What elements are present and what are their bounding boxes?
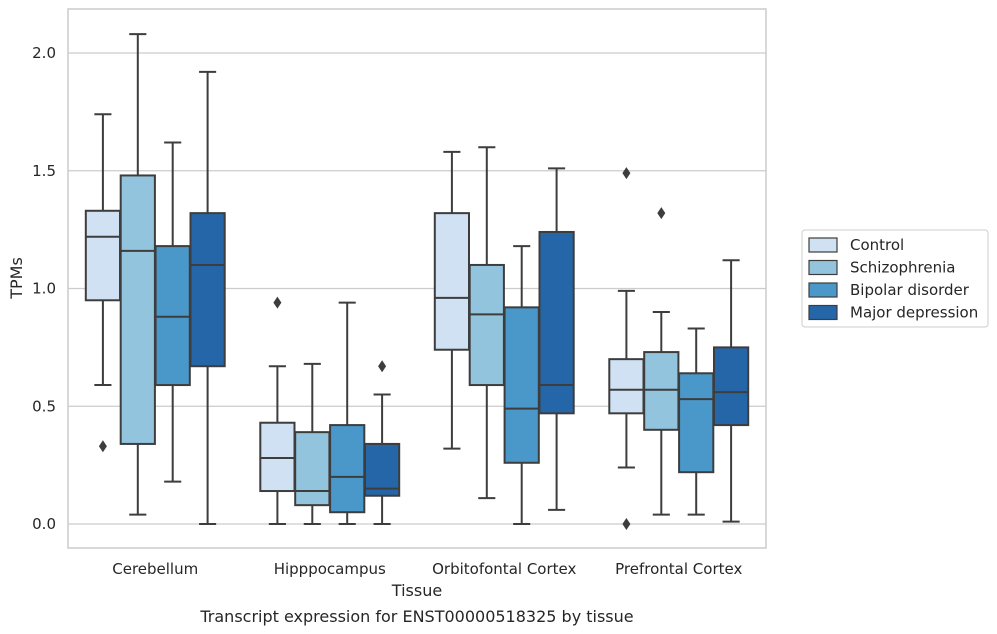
- outlier-point: [622, 167, 631, 180]
- legend-item: Major depression: [808, 304, 978, 322]
- box: [363, 360, 401, 525]
- series-major-depression: [189, 70, 750, 525]
- x-tick-label: Cerebellum: [112, 560, 198, 578]
- x-axis-label: Tissue: [391, 581, 442, 600]
- box: [259, 296, 296, 525]
- box-body: [678, 372, 715, 474]
- box: [712, 259, 750, 523]
- outlier-point: [98, 440, 107, 453]
- legend-label: Bipolar disorder: [850, 281, 970, 299]
- y-tick-label: 0.0: [32, 515, 56, 533]
- box: [678, 327, 715, 516]
- legend-swatch: [808, 282, 838, 298]
- box: [329, 301, 366, 525]
- x-tick-labels: Cerebellum Hipppocampus Orbitofontal Corte…: [112, 560, 742, 578]
- legend-item: Schizophrenia: [808, 259, 955, 277]
- legend-swatch: [808, 259, 838, 276]
- box: [643, 207, 680, 516]
- box: [468, 146, 505, 500]
- x-tick-label: Orbitofontal Cortex: [432, 560, 576, 578]
- legend-label: Schizophrenia: [850, 259, 955, 277]
- box-body: [154, 245, 191, 387]
- legend-item: Control: [808, 236, 904, 254]
- series-schizophrenia: [119, 33, 680, 525]
- y-tick-labels: 0.0 0.5 1.0 1.5 2.0: [32, 44, 56, 533]
- y-tick-label: 2.0: [32, 44, 56, 62]
- x-tick-label: Prefrontal Cortex: [615, 560, 742, 578]
- x-tick-label: Hipppocampus: [274, 560, 386, 578]
- outlier-point: [378, 360, 387, 373]
- box-body: [294, 431, 331, 507]
- chart-title: Transcript expression for ENST0000051832…: [199, 607, 633, 626]
- legend-item: Bipolar disorder: [808, 281, 970, 299]
- box-body: [329, 424, 366, 514]
- box-body: [643, 351, 680, 431]
- box: [84, 113, 122, 453]
- box-body: [189, 212, 226, 368]
- y-axis-label: TPMs: [7, 257, 26, 300]
- series-bipolar-disorder: [154, 141, 715, 525]
- plot-frame: [67, 8, 767, 549]
- box-body: [538, 230, 575, 415]
- legend-swatch: [808, 237, 838, 253]
- box-body: [608, 358, 645, 415]
- box-series: [84, 33, 750, 530]
- outlier-point: [657, 207, 666, 220]
- box: [294, 362, 331, 525]
- y-tick-label: 1.5: [32, 162, 56, 180]
- box-body: [468, 263, 505, 387]
- box-body: [363, 442, 401, 497]
- box: [433, 150, 471, 450]
- box: [538, 167, 575, 511]
- box-body: [84, 209, 122, 302]
- box: [503, 245, 540, 525]
- box-body: [119, 174, 156, 445]
- outlier-point: [622, 518, 631, 530]
- box-body: [712, 346, 750, 427]
- box: [608, 167, 645, 530]
- box: [189, 70, 226, 525]
- outlier-point: [273, 296, 282, 309]
- legend-swatch: [808, 304, 838, 321]
- box: [119, 33, 156, 516]
- box: [154, 141, 191, 483]
- box-body: [259, 421, 296, 493]
- legend-label: Control: [850, 236, 904, 254]
- box-body: [503, 306, 540, 464]
- y-tick-label: 0.5: [32, 397, 56, 415]
- legend: Control Schizophrenia Bipolar disorder Majo…: [801, 229, 989, 328]
- y-tick-label: 1.0: [32, 280, 56, 298]
- legend-label: Major depression: [850, 304, 978, 322]
- box-body: [433, 212, 471, 351]
- legend-frame: [801, 229, 989, 328]
